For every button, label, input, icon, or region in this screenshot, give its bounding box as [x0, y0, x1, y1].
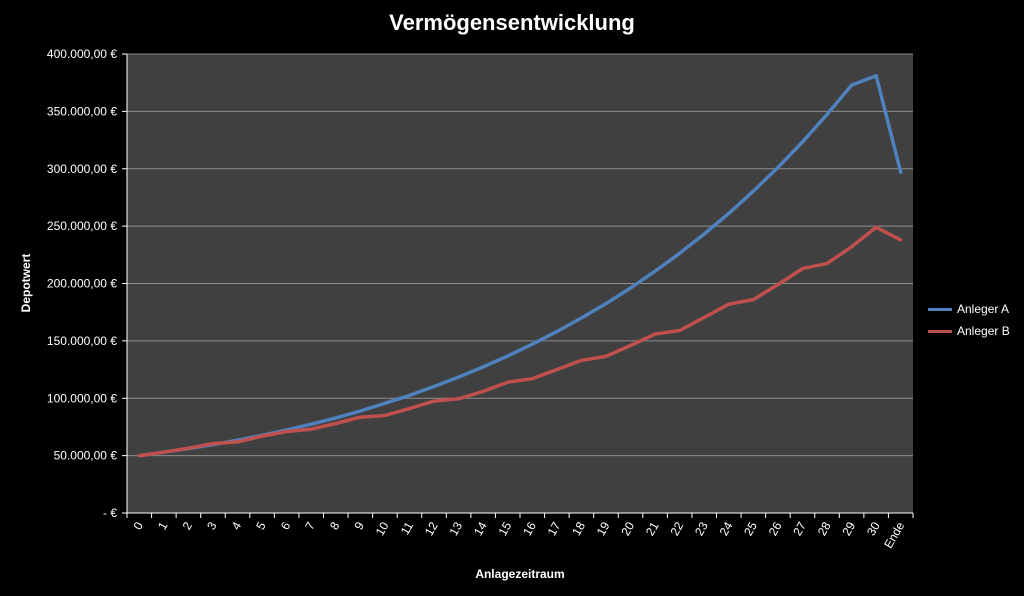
series-line-anleger-b [137, 225, 903, 458]
y-tick-label: 50.000,00 € [54, 449, 118, 463]
x-tick-label: 14 [471, 519, 490, 538]
y-tick-label: 350.000,00 € [47, 104, 117, 118]
x-tick-label: 19 [594, 519, 613, 538]
x-tick-label: 22 [667, 519, 686, 538]
legend: Anleger A Anleger B [928, 298, 1024, 342]
x-tick-label: 4 [229, 519, 245, 532]
x-tick-label: 12 [422, 519, 441, 538]
legend-label-anleger-b: Anleger B [957, 324, 1010, 338]
x-tick-label: 9 [351, 519, 367, 532]
x-tick-label: 23 [692, 519, 711, 538]
x-tick-label: 30 [864, 519, 883, 538]
x-tick-label: 13 [446, 519, 465, 538]
x-tick-label: 1 [155, 519, 171, 532]
y-axis-tick-labels: - € 50.000,00 € 100.000,00 € 150.000,00 € 20… [47, 47, 117, 520]
x-tick-label: 16 [520, 519, 539, 538]
y-tick-label: 100.000,00 € [47, 391, 117, 405]
legend-label-anleger-a: Anleger A [957, 302, 1010, 316]
legend-item-anleger-a: Anleger A [928, 298, 1024, 320]
y-axis-label: Depotwert [19, 254, 33, 313]
chart-title: Vermögensentwicklung [389, 10, 635, 35]
y-tick-label: - € [103, 506, 117, 520]
x-tick-label: 2 [180, 519, 196, 532]
x-tick-label: 0 [130, 519, 146, 532]
x-tick-label: 27 [790, 519, 809, 538]
legend-swatch-anleger-a [928, 307, 952, 311]
x-axis-tick-labels: 0 1 2 3 4 5 6 7 8 9 10 11 12 13 14 15 16 17 18 19 20 21 22 23 24… [130, 519, 907, 551]
x-tick-label: 21 [643, 519, 662, 538]
y-tick-label: 200.000,00 € [47, 277, 117, 291]
x-tick-label: 3 [204, 519, 220, 532]
y-tick-label: 250.000,00 € [47, 219, 117, 233]
x-tick-label: 26 [766, 519, 785, 538]
legend-item-anleger-b: Anleger B [928, 320, 1024, 342]
y-tick-label: 150.000,00 € [47, 334, 117, 348]
x-tick-label: 7 [302, 519, 318, 532]
x-tick-label: 18 [569, 519, 588, 538]
x-tick-label: 6 [278, 519, 294, 532]
x-tick-label: 10 [373, 519, 392, 538]
legend-swatch-anleger-b [928, 329, 952, 333]
axes [122, 53, 914, 518]
x-tick-label: 28 [815, 519, 834, 538]
y-tick-label: 400.000,00 € [47, 47, 117, 61]
x-tick-label: 25 [741, 519, 760, 538]
x-tick-label: 24 [717, 519, 736, 538]
y-tick-label: 300.000,00 € [47, 162, 117, 176]
x-tick-label: 17 [545, 519, 564, 538]
x-tick-label: 29 [839, 519, 858, 538]
x-tick-label: 5 [253, 519, 269, 532]
x-tick-label: 8 [327, 519, 343, 532]
x-tick-label: 20 [618, 519, 637, 538]
x-tick-label: 15 [496, 519, 515, 538]
x-axis-label: Anlagezeitraum [475, 567, 564, 581]
x-tick-label: Ende [881, 519, 907, 551]
x-tick-label: 11 [398, 519, 417, 537]
series-lines [137, 74, 903, 458]
